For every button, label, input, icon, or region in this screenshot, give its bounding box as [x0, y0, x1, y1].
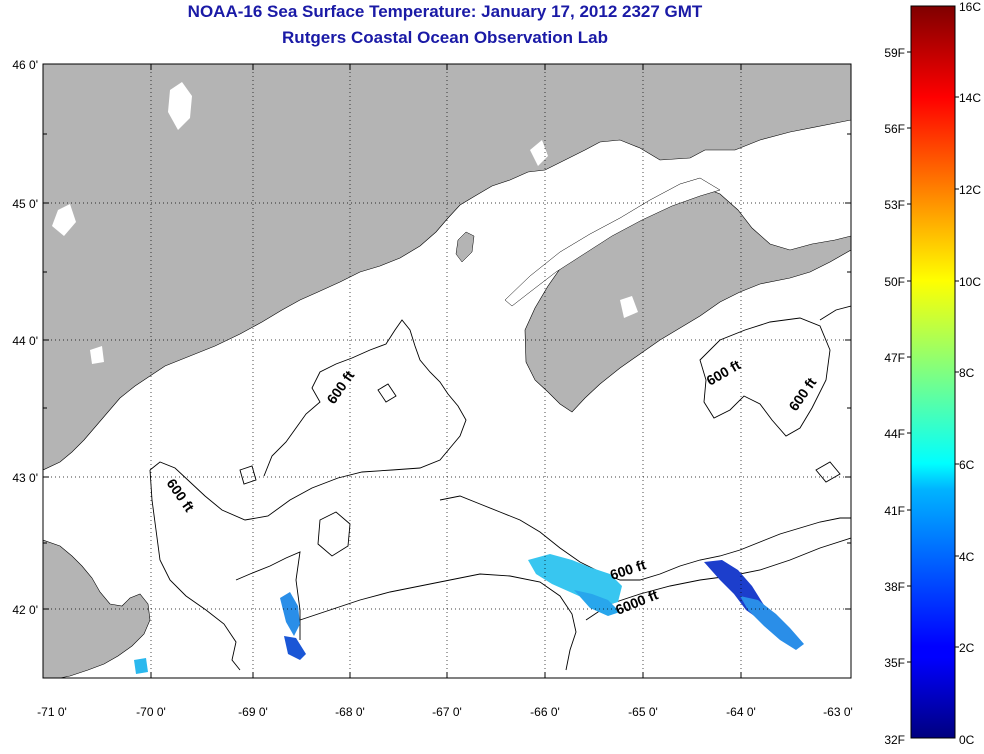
colorbar-celsius-label: 16C: [959, 0, 981, 14]
map-subtitle: Rutgers Coastal Ocean Observation Lab: [282, 28, 608, 47]
lon-tick-label: -69 0': [238, 705, 268, 719]
lon-tick-label: -67 0': [432, 705, 462, 719]
lon-tick-label: -68 0': [335, 705, 365, 719]
colorbar-celsius-label: 14C: [959, 91, 981, 105]
colorbar-fahrenheit-label: 44F: [884, 427, 905, 441]
colorbar-celsius-label: 0C: [959, 733, 975, 747]
grid-lines: [43, 64, 851, 678]
sst-patch: [134, 658, 148, 674]
sst-patch: [284, 636, 306, 660]
lon-tick-label: -70 0': [136, 705, 166, 719]
colorbar-celsius-label: 6C: [959, 458, 975, 472]
colorbar-fahrenheit-label: 38F: [884, 580, 905, 594]
sst-patch: [740, 596, 804, 650]
axis-ticks: [43, 63, 851, 678]
colorbar-celsius-label: 2C: [959, 641, 975, 655]
colorbar-fahrenheit-label: 50F: [884, 275, 905, 289]
lake: [530, 140, 548, 166]
lat-tick-label: 45 0': [12, 197, 38, 211]
depth-contours: [149, 305, 851, 671]
colorbar-fahrenheit-label: 53F: [884, 198, 905, 212]
land-cape-cod: [43, 539, 151, 678]
lake: [52, 204, 76, 236]
bay-of-fundy: [504, 177, 721, 307]
colorbar-ticks: [907, 51, 959, 663]
lon-tick-label: -71 0': [37, 705, 67, 719]
lake: [168, 82, 192, 130]
lat-tick-label: 42 0': [12, 603, 38, 617]
colorbar-fahrenheit-label: 59F: [884, 46, 905, 60]
lake: [620, 296, 638, 318]
colorbar-celsius-label: 4C: [959, 550, 975, 564]
sst-patch: [528, 554, 622, 606]
colorbar-celsius-label: 8C: [959, 366, 975, 380]
colorbar-fahrenheit-label: 41F: [884, 504, 905, 518]
lon-tick-label: -63 0': [823, 705, 853, 719]
lon-tick-label: -64 0': [726, 705, 756, 719]
lake: [90, 346, 104, 364]
colorbar-celsius-label: 10C: [959, 275, 981, 289]
colorbar: [910, 5, 956, 739]
lon-tick-label: -65 0': [628, 705, 658, 719]
lon-tick-label: -66 0': [530, 705, 560, 719]
map-title: NOAA-16 Sea Surface Temperature: January…: [187, 2, 703, 21]
sst-patch: [574, 590, 620, 616]
land-maine-newbrunswick: [43, 64, 851, 471]
lat-tick-label: 43 0': [12, 471, 38, 485]
lat-tick-label: 46 0': [12, 58, 38, 72]
colorbar-celsius-label: 12C: [959, 183, 981, 197]
colorbar-fahrenheit-label: 32F: [884, 733, 905, 747]
land-island: [455, 231, 475, 263]
colorbar-fahrenheit-label: 56F: [884, 122, 905, 136]
lat-tick-label: 44 0': [12, 334, 38, 348]
colorbar-fahrenheit-label: 35F: [884, 656, 905, 670]
sst-data: [134, 554, 804, 674]
colorbar-fahrenheit-label: 47F: [884, 351, 905, 365]
sst-patch: [280, 592, 300, 636]
